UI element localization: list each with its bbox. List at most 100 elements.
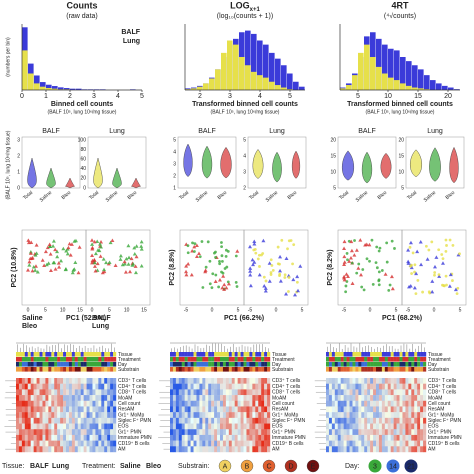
histogram-bar (275, 85, 281, 90)
heatmap-cell (340, 383, 344, 390)
annotation-cell (68, 367, 73, 372)
heatmap-cell (202, 423, 206, 430)
annotation-cell (113, 352, 117, 357)
heatmap-cell (337, 417, 341, 424)
heatmap-cell (264, 446, 268, 453)
heatmap-cell (68, 378, 73, 384)
decor-point (214, 273, 218, 277)
decor-point (283, 273, 287, 277)
histogram-bar (448, 87, 454, 90)
heatmap-cell (16, 378, 20, 384)
annotation-cell (376, 362, 380, 367)
annotation-cell (181, 367, 185, 372)
annotation-cell (184, 367, 188, 372)
decor-point (408, 245, 412, 249)
heatmap-cell (246, 395, 250, 401)
heatmap-cell (16, 412, 20, 419)
heatmap-cell (48, 378, 52, 384)
heatmap-cell (264, 423, 268, 430)
heatmap-cell (199, 406, 203, 413)
histogram-bar (370, 57, 376, 90)
heatmap-cell (234, 423, 238, 430)
annotation-cell (378, 367, 383, 372)
heatmap-cell (396, 395, 400, 401)
decor-point (451, 279, 454, 282)
annotation-cell (264, 352, 268, 357)
heatmap-cell (358, 446, 362, 453)
annotation-cell (261, 357, 265, 362)
y-tick-label: 15 (330, 153, 336, 159)
annotation-cell (381, 362, 386, 367)
heatmap-cell (267, 389, 271, 396)
legend-title: Substrain: (178, 463, 210, 470)
heatmap-cell (39, 434, 43, 441)
heatmap-cell (358, 440, 362, 447)
heatmap-cell (364, 417, 368, 424)
heatmap-cell (420, 383, 424, 390)
heatmap-cell (33, 440, 37, 447)
heatmap-cell (220, 406, 224, 413)
histogram-bar (191, 88, 197, 90)
heatmap-cell (337, 423, 341, 430)
x-tick-label: 4 (258, 93, 262, 100)
annotation-cell (45, 352, 49, 357)
heatmap-cell (405, 412, 409, 419)
decor-point (440, 261, 445, 265)
heatmap-cell (328, 417, 333, 424)
heatmap-cell (228, 440, 232, 447)
heatmap-cell (390, 446, 394, 453)
annotation-cell (417, 362, 421, 367)
decor-point (65, 251, 70, 256)
annotation-cell (110, 357, 114, 362)
decor-point (248, 272, 253, 277)
heatmap-cell (48, 389, 52, 396)
heatmap-cell (240, 417, 244, 424)
heatmap-cell (16, 406, 20, 413)
decor-point (406, 259, 411, 264)
annotation-cell (243, 352, 247, 357)
heatmap-cell (86, 429, 90, 436)
track-label: Treatment (428, 357, 451, 363)
annotation-cell (107, 362, 111, 367)
annotation-cell (74, 362, 78, 367)
x-tick-label: 5 (356, 93, 360, 100)
heatmap-cell (110, 400, 114, 407)
heatmap-cell (225, 383, 230, 390)
heatmap-cell (16, 389, 20, 396)
annotation-cell (95, 367, 99, 372)
heatmap-cell (396, 412, 400, 419)
annotation-cell (80, 362, 84, 367)
heatmap-cell (340, 440, 344, 447)
heatmap-cell (205, 440, 209, 447)
heatmap-cell (328, 378, 333, 384)
heatmap-cell (95, 383, 99, 390)
heatmap-cell (399, 429, 403, 436)
decor-point (342, 246, 347, 250)
annotation-cell (267, 367, 271, 372)
annotation-cell (326, 357, 330, 362)
heatmap-cell (24, 389, 28, 396)
annotation-cell (328, 362, 333, 367)
decor-point (40, 258, 45, 262)
histogram-bar (263, 77, 269, 90)
heatmap-cell (370, 389, 374, 396)
annotation-cell (63, 357, 67, 362)
heatmap-cell (396, 429, 400, 436)
heatmap-cell (349, 446, 353, 453)
annotation-cell (373, 352, 377, 357)
heatmap-cell (255, 434, 259, 441)
heatmap-cell (57, 389, 61, 396)
row-label: CD19⁺ B cells (118, 441, 150, 447)
histogram-bar (346, 85, 352, 90)
annotation-cell (202, 362, 206, 367)
violin-shape (27, 157, 37, 189)
heatmap-cell (252, 446, 256, 453)
decor-point (278, 279, 283, 283)
heatmap-cell (217, 434, 221, 441)
heatmap-cell (33, 429, 37, 436)
decor-point (271, 268, 275, 272)
heatmap-cell (240, 440, 244, 447)
heatmap-cell (246, 429, 250, 436)
annotation-cell (252, 362, 256, 367)
heatmap-cell (104, 378, 108, 384)
